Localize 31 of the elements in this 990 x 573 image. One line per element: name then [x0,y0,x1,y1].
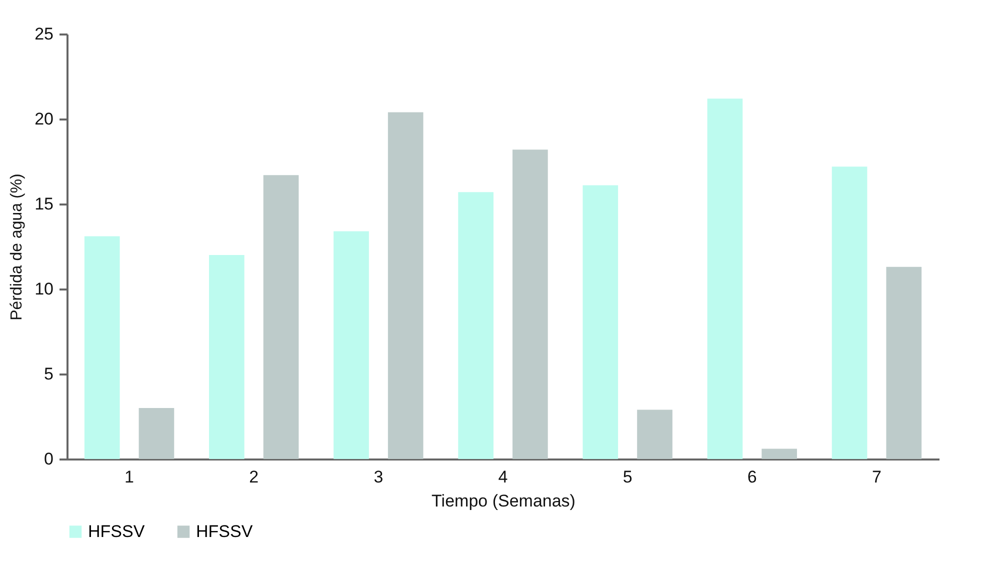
y-tick-label: 5 [44,364,54,384]
legend-label: HFSSV [196,522,254,541]
legend-label: HFSSV [88,522,146,541]
x-tick-label: 6 [747,468,757,486]
bar [263,175,299,459]
bar [138,408,174,459]
y-tick-label: 25 [34,24,54,44]
bar [84,236,120,459]
x-tick-label: 4 [498,468,508,486]
x-tick-label: 3 [374,468,384,486]
y-axis-title: Pérdida de agua (%) [8,174,26,320]
x-axis-title: Tiempo (Semanas) [432,492,576,510]
bar [209,255,244,459]
bar [458,192,494,459]
bar [637,410,672,459]
y-tick-label: 10 [34,280,54,298]
bar [707,98,743,459]
y-tick-label: 0 [44,450,54,468]
bar [832,166,868,459]
x-tick-label: 5 [622,468,632,486]
bar [512,150,548,459]
bar [334,231,369,459]
bar [886,266,922,459]
bar [582,185,618,459]
x-tick-label: 1 [124,468,134,486]
x-tick-label: 2 [249,468,259,486]
bar [762,448,797,459]
y-tick-label: 20 [34,110,54,128]
bar [388,112,424,459]
x-tick-label: 7 [872,468,882,486]
y-tick-label: 15 [34,194,54,214]
